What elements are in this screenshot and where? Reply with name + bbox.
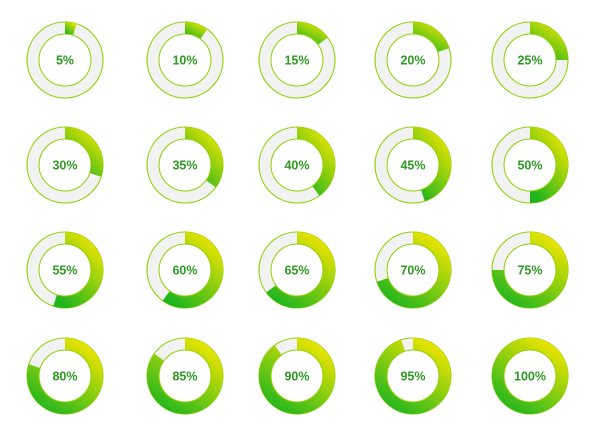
donut-percent-label: 15%	[284, 54, 309, 68]
donut-value-segment	[266, 232, 336, 309]
donut-chart-95: 95%	[374, 337, 452, 415]
donut-chart-45: 45%	[374, 126, 452, 204]
donut-hole	[38, 243, 92, 297]
donut-hole	[158, 138, 212, 192]
donut-hole	[270, 33, 324, 87]
donut-value-segment	[26, 338, 103, 414]
donut-chart-20: 20%	[374, 21, 452, 99]
donut-value-segment	[162, 232, 223, 308]
donut-chart-35: 35%	[146, 126, 224, 204]
donut-percent-label: 35%	[172, 159, 197, 173]
donut-chart-40: 40%	[258, 126, 336, 204]
donut-value-segment	[53, 232, 104, 308]
donut-value-segment	[376, 232, 452, 308]
donut-percent-label: 60%	[172, 264, 197, 278]
donut-value-segment	[297, 127, 335, 196]
donut-hole	[386, 243, 440, 297]
donut-percent-label: 45%	[400, 159, 425, 173]
donut-value-segment	[413, 127, 452, 202]
donut-chart-100: 100%	[491, 337, 569, 415]
donut-value-segment	[185, 127, 223, 188]
donut-percent-label: 70%	[400, 264, 425, 278]
donut-chart-25: 25%	[491, 21, 569, 99]
donut-percent-label: 75%	[517, 264, 542, 278]
donut-value-segment	[530, 127, 568, 203]
donut-percent-label: 80%	[52, 370, 77, 384]
donut-value-segment	[375, 338, 452, 414]
donut-hole	[270, 349, 324, 403]
donut-hole	[386, 33, 440, 87]
donut-percent-label: 50%	[517, 159, 542, 173]
donut-value-segment	[413, 22, 450, 52]
donut-chart-60: 60%	[146, 231, 224, 309]
donut-chart-70: 70%	[374, 231, 452, 309]
donut-hole	[386, 349, 440, 403]
donut-percent-label: 55%	[52, 264, 77, 278]
donut-percent-label: 40%	[284, 159, 309, 173]
donut-chart-10: 10%	[146, 21, 224, 99]
donut-hole	[158, 33, 212, 87]
donut-percent-label: 65%	[284, 264, 309, 278]
donut-hole	[38, 138, 92, 192]
donut-value-segment	[297, 22, 328, 45]
donut-percent-label: 30%	[52, 159, 77, 173]
donut-hole	[38, 33, 92, 87]
donut-hole	[158, 243, 212, 297]
donut-chart-30: 30%	[26, 126, 104, 204]
donut-percent-label: 95%	[400, 370, 425, 384]
donut-percent-label: 5%	[56, 54, 74, 68]
donut-value-segment	[65, 127, 103, 177]
donut-hole	[503, 138, 557, 192]
donut-chart-80: 80%	[26, 337, 104, 415]
donut-percent-label: 90%	[284, 370, 309, 384]
donut-chart-50: 50%	[491, 126, 569, 204]
donut-value-segment	[530, 22, 568, 60]
donut-percent-label: 100%	[514, 370, 546, 384]
donut-chart-65: 65%	[258, 231, 336, 309]
donut-value-segment	[65, 22, 77, 36]
donut-value-segment	[258, 338, 335, 414]
donut-hole	[503, 243, 557, 297]
donut-hole	[38, 349, 92, 403]
donut-percent-label: 85%	[172, 370, 197, 384]
donut-hole	[158, 349, 212, 403]
donut-chart-55: 55%	[26, 231, 104, 309]
donut-hole	[503, 349, 557, 403]
donut-chart-90: 90%	[258, 337, 336, 415]
donut-value-segment	[185, 22, 208, 39]
donut-hole	[270, 243, 324, 297]
donut-value-segment	[146, 338, 223, 415]
donut-percent-label: 25%	[517, 54, 542, 68]
donut-hole	[503, 33, 557, 87]
donut-chart-5: 5%	[26, 21, 104, 99]
donut-chart-85: 85%	[146, 337, 224, 415]
donut-hole	[386, 138, 440, 192]
donut-hole	[270, 138, 324, 192]
donut-chart-75: 75%	[491, 231, 569, 309]
donut-value-segment	[492, 232, 568, 308]
donut-percent-label: 10%	[172, 54, 197, 68]
donut-chart-15: 15%	[258, 21, 336, 99]
donut-percent-label: 20%	[400, 54, 425, 68]
